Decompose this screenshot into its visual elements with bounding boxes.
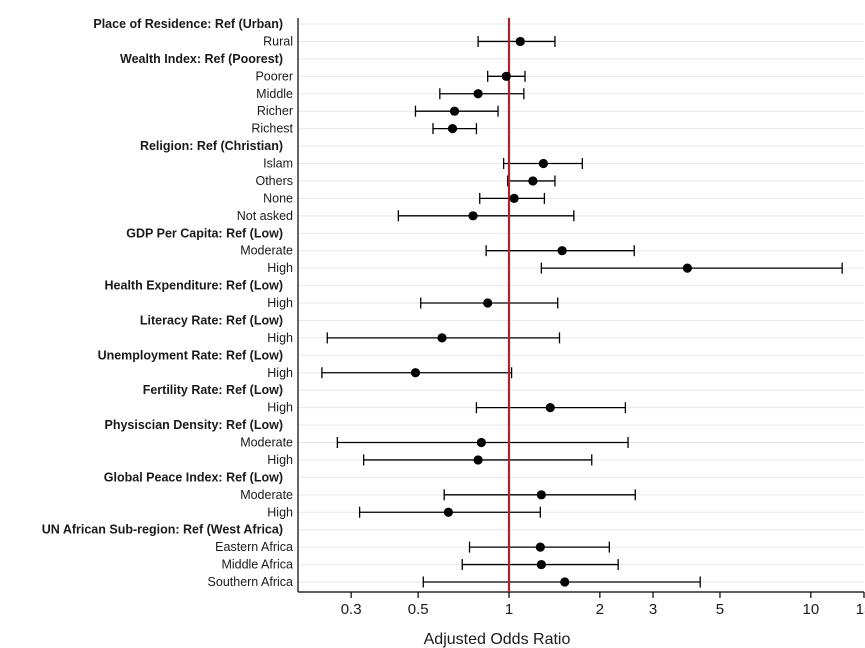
row-label: Eastern Africa — [215, 540, 293, 554]
group-label: Wealth Index: Ref (Poorest) — [120, 52, 283, 66]
point-estimate — [476, 437, 486, 448]
row-label: High — [267, 296, 293, 310]
point-estimate — [682, 263, 693, 273]
x-tick-label: 5 — [716, 601, 724, 618]
point-estimate — [410, 368, 421, 378]
row-label: Rural — [263, 34, 293, 48]
x-axis-title: Adjusted Odds Ratio — [424, 631, 571, 648]
row-label: High — [267, 261, 293, 275]
row-label: Middle — [256, 87, 293, 101]
row-label: High — [267, 401, 293, 415]
point-estimate — [483, 298, 493, 308]
point-estimate — [515, 36, 525, 47]
row-label: Southern Africa — [208, 575, 294, 589]
x-tick-label: 1 — [505, 601, 513, 618]
point-estimate — [536, 490, 546, 500]
group-label: Health Expenditure: Ref (Low) — [105, 279, 283, 293]
point-estimate — [443, 507, 454, 517]
row-label: Moderate — [240, 436, 293, 450]
x-tick-label: 10 — [803, 601, 820, 618]
point-estimate — [538, 158, 548, 169]
row-label: Richest — [251, 122, 293, 136]
point-estimate — [509, 193, 519, 203]
point-estimates — [410, 36, 693, 587]
row-labels: Place of Residence: Ref (Urban) Rural Weal… — [42, 17, 294, 589]
row-label: Islam — [263, 157, 293, 171]
group-label: GDP Per Capita: Ref (Low) — [126, 226, 283, 240]
group-label: Unemployment Rate: Ref (Low) — [98, 348, 283, 362]
row-gridlines — [298, 23, 864, 583]
group-label: Place of Residence: Ref (Urban) — [93, 17, 283, 31]
row-label: Poorer — [255, 69, 293, 83]
row-label: Not asked — [237, 209, 293, 223]
point-estimate — [468, 211, 478, 221]
group-label: Global Peace Index: Ref (Low) — [104, 470, 283, 484]
point-estimate — [437, 333, 447, 343]
point-estimate — [557, 246, 567, 256]
group-label: Religion: Ref (Christian) — [140, 139, 283, 153]
row-label: Middle Africa — [221, 558, 293, 572]
point-estimate — [528, 176, 538, 186]
x-tick-label: 2 — [596, 601, 604, 618]
point-estimate — [560, 577, 570, 587]
point-estimate — [447, 124, 458, 134]
x-tick-label: 3 — [649, 601, 657, 618]
row-label: Richer — [257, 104, 293, 118]
confidence-intervals — [321, 35, 843, 588]
group-label: UN African Sub-region: Ref (West Africa) — [42, 523, 283, 537]
row-label: High — [267, 505, 293, 519]
point-estimate — [545, 403, 555, 413]
row-label: Moderate — [240, 488, 293, 502]
row-label: Moderate — [240, 244, 293, 258]
point-estimate — [473, 455, 483, 465]
point-estimate — [535, 542, 545, 552]
row-label: Others — [255, 174, 293, 188]
row-label: High — [267, 331, 293, 345]
x-tick-label: 0.5 — [408, 601, 429, 618]
point-estimate — [449, 106, 460, 116]
group-label: Physiscian Density: Ref (Low) — [104, 418, 283, 432]
point-estimate — [536, 559, 546, 570]
row-label: None — [263, 191, 293, 205]
group-label: Literacy Rate: Ref (Low) — [140, 313, 283, 327]
x-axis-ticks: 0.3 0.5 1 2 3 5 10 15 — [341, 592, 865, 618]
x-tick-label: 15 — [856, 601, 865, 618]
row-label: High — [267, 366, 293, 380]
x-tick-label: 0.3 — [341, 601, 362, 618]
row-label: High — [267, 453, 293, 467]
point-estimate — [501, 71, 511, 81]
group-label: Fertility Rate: Ref (Low) — [143, 383, 283, 397]
point-estimate — [473, 89, 483, 99]
